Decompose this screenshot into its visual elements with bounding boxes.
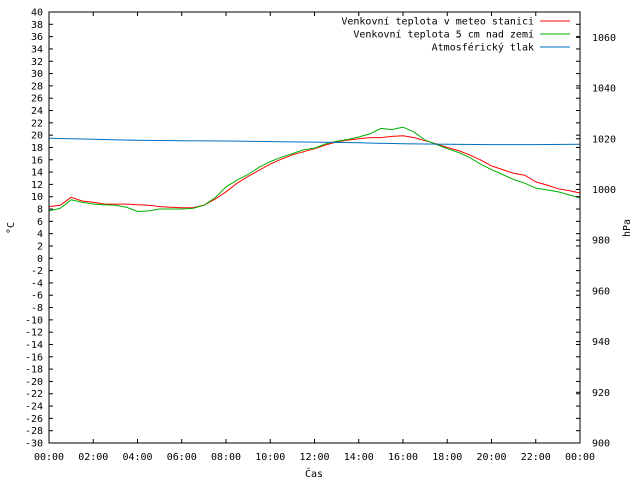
y2-tick-label: 900 [592,439,610,450]
x-tick-label: 20:00 [476,452,506,463]
y-tick-label: 12 [31,180,43,191]
legend-label-2: Venkovní teplota 5 cm nad zemí [353,29,534,41]
x-tick-label: 22:00 [521,452,551,463]
y-axis-label: °C [6,222,17,234]
y-tick-label: -10 [25,315,43,326]
y-tick-label: 30 [31,69,43,80]
x-tick-label: 04:00 [122,452,152,463]
y2-axis-label: hPa [622,219,633,237]
y-tick-label: 8 [37,205,43,216]
y-tick-label: 36 [31,32,43,43]
y-tick-label: 22 [31,118,43,129]
legend-label-1: Venkovní teplota v meteo stanici [341,16,534,28]
x-tick-label: 10:00 [255,452,285,463]
y-tick-label: -2 [31,266,43,277]
y-tick-label: -24 [25,402,43,413]
plot-area [48,126,581,213]
y-tick-label: 34 [31,44,43,55]
y2-tick-label: 940 [592,337,610,348]
x-tick-label: 00:00 [565,452,595,463]
y-tick-label: 26 [31,94,43,105]
x-tick-label: 16:00 [388,452,418,463]
x-axis-label: Čas [305,467,323,480]
y-tick-label: 6 [37,217,43,228]
y-tick-label: 38 [31,20,43,31]
legend-label-3: Atmosférický tlak [432,42,534,54]
y2-tick-label: 980 [592,236,610,247]
y-tick-label: 40 [31,8,43,19]
y-tick-label: 10 [31,192,43,203]
y-tick-label: -20 [25,377,43,388]
x-tick-label: 00:00 [34,452,64,463]
x-tick-label: 14:00 [344,452,374,463]
legend: Venkovní teplota v meteo staniciVenkovní… [341,16,570,54]
y-tick-label: -26 [25,414,43,425]
y2-tick-label: 1060 [592,33,616,44]
series-line-3 [48,137,581,146]
y-tick-label: 24 [31,106,43,117]
y2-tick-label: 920 [592,388,610,399]
y-tick-label: -16 [25,352,43,363]
y-tick-label: 2 [37,241,43,252]
x-tick-label: 12:00 [299,452,329,463]
y-tick-label: -28 [25,426,43,437]
x-tick-label: 02:00 [78,452,108,463]
y-tick-label: -22 [25,389,43,400]
x-tick-label: 18:00 [432,452,462,463]
y-tick-label: -30 [25,439,43,450]
y-tick-label: -18 [25,365,43,376]
y-tick-label: 16 [31,155,43,166]
series-line-1 [48,135,581,209]
y-tick-label: 20 [31,131,43,142]
y-tick-label: -8 [31,303,43,314]
y2-tick-label: 1040 [592,84,616,95]
y-tick-label: 0 [37,254,43,265]
y2-tick-label: 1000 [592,185,616,196]
y-tick-label: -6 [31,291,43,302]
y-tick-label: 14 [31,168,43,179]
y-tick-label: 32 [31,57,43,68]
y-tick-label: 28 [31,81,43,92]
y-tick-label: -14 [25,340,43,351]
y-tick-label: 4 [37,229,43,240]
axes: 4038363432302826242220181614121086420-2-… [25,8,616,464]
y2-tick-label: 960 [592,286,610,297]
x-tick-label: 08:00 [211,452,241,463]
y-tick-label: -12 [25,328,43,339]
y2-tick-label: 1020 [592,134,616,145]
y-tick-label: -4 [31,278,43,289]
y-tick-label: 18 [31,143,43,154]
x-tick-label: 06:00 [167,452,197,463]
series-line-2 [48,126,581,213]
